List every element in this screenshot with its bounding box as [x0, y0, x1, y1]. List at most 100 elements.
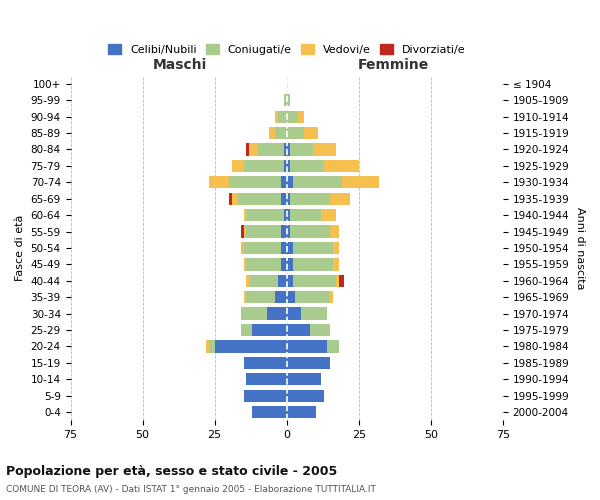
- Bar: [338, 274, 344, 287]
- Bar: [284, 160, 287, 172]
- Bar: [281, 192, 287, 205]
- Bar: [252, 406, 287, 418]
- Bar: [287, 226, 290, 237]
- Bar: [287, 373, 322, 386]
- Bar: [287, 406, 316, 418]
- Bar: [247, 373, 287, 386]
- Bar: [229, 176, 281, 188]
- Bar: [241, 308, 266, 320]
- Bar: [281, 242, 287, 254]
- Bar: [287, 176, 293, 188]
- Bar: [290, 192, 330, 205]
- Bar: [333, 242, 338, 254]
- Bar: [249, 144, 258, 156]
- Bar: [247, 226, 281, 237]
- Bar: [290, 226, 330, 237]
- Y-axis label: Fasce di età: Fasce di età: [15, 215, 25, 281]
- Bar: [244, 226, 247, 237]
- Bar: [209, 176, 229, 188]
- Bar: [215, 340, 287, 352]
- Bar: [293, 176, 341, 188]
- Bar: [287, 291, 295, 304]
- Bar: [330, 192, 350, 205]
- Bar: [275, 127, 287, 139]
- Bar: [310, 324, 330, 336]
- Bar: [275, 110, 278, 123]
- Bar: [252, 324, 287, 336]
- Bar: [322, 209, 336, 222]
- Bar: [304, 127, 319, 139]
- Bar: [278, 274, 287, 287]
- Bar: [295, 291, 330, 304]
- Bar: [293, 274, 336, 287]
- Bar: [247, 144, 249, 156]
- Y-axis label: Anni di nascita: Anni di nascita: [575, 206, 585, 289]
- Bar: [287, 356, 330, 369]
- Bar: [229, 192, 232, 205]
- Bar: [293, 258, 333, 270]
- Bar: [241, 226, 244, 237]
- Bar: [287, 192, 290, 205]
- Bar: [281, 258, 287, 270]
- Legend: Celibi/Nubili, Coniugati/e, Vedovi/e, Divorziati/e: Celibi/Nubili, Coniugati/e, Vedovi/e, Di…: [103, 40, 470, 60]
- Bar: [281, 176, 287, 188]
- Bar: [266, 308, 287, 320]
- Bar: [287, 94, 290, 106]
- Bar: [238, 192, 281, 205]
- Text: Femmine: Femmine: [358, 58, 429, 72]
- Text: Popolazione per età, sesso e stato civile - 2005: Popolazione per età, sesso e stato civil…: [6, 465, 337, 478]
- Bar: [287, 390, 324, 402]
- Bar: [284, 209, 287, 222]
- Bar: [244, 291, 247, 304]
- Bar: [287, 324, 310, 336]
- Bar: [258, 144, 284, 156]
- Bar: [247, 274, 249, 287]
- Bar: [327, 340, 338, 352]
- Bar: [244, 258, 247, 270]
- Bar: [298, 110, 304, 123]
- Bar: [287, 110, 298, 123]
- Bar: [244, 356, 287, 369]
- Bar: [244, 160, 284, 172]
- Bar: [290, 160, 324, 172]
- Bar: [287, 242, 293, 254]
- Bar: [287, 274, 293, 287]
- Bar: [287, 340, 327, 352]
- Bar: [269, 127, 275, 139]
- Bar: [209, 340, 215, 352]
- Bar: [232, 192, 238, 205]
- Bar: [247, 258, 281, 270]
- Bar: [287, 144, 290, 156]
- Bar: [247, 209, 284, 222]
- Bar: [241, 324, 252, 336]
- Bar: [244, 209, 247, 222]
- Bar: [290, 209, 322, 222]
- Bar: [287, 209, 290, 222]
- Bar: [284, 94, 287, 106]
- Bar: [278, 110, 287, 123]
- Bar: [247, 291, 275, 304]
- Bar: [206, 340, 209, 352]
- Bar: [241, 242, 244, 254]
- Bar: [330, 226, 338, 237]
- Bar: [290, 144, 313, 156]
- Bar: [333, 258, 338, 270]
- Bar: [324, 160, 359, 172]
- Bar: [287, 127, 304, 139]
- Bar: [232, 160, 244, 172]
- Bar: [341, 176, 379, 188]
- Bar: [293, 242, 333, 254]
- Bar: [287, 258, 293, 270]
- Bar: [287, 160, 290, 172]
- Bar: [301, 308, 327, 320]
- Bar: [336, 274, 338, 287]
- Bar: [330, 291, 333, 304]
- Bar: [249, 274, 278, 287]
- Bar: [284, 144, 287, 156]
- Text: Maschi: Maschi: [153, 58, 207, 72]
- Bar: [275, 291, 287, 304]
- Text: COMUNE DI TEORA (AV) - Dati ISTAT 1° gennaio 2005 - Elaborazione TUTTITALIA.IT: COMUNE DI TEORA (AV) - Dati ISTAT 1° gen…: [6, 485, 376, 494]
- Bar: [244, 242, 281, 254]
- Bar: [313, 144, 336, 156]
- Bar: [281, 226, 287, 237]
